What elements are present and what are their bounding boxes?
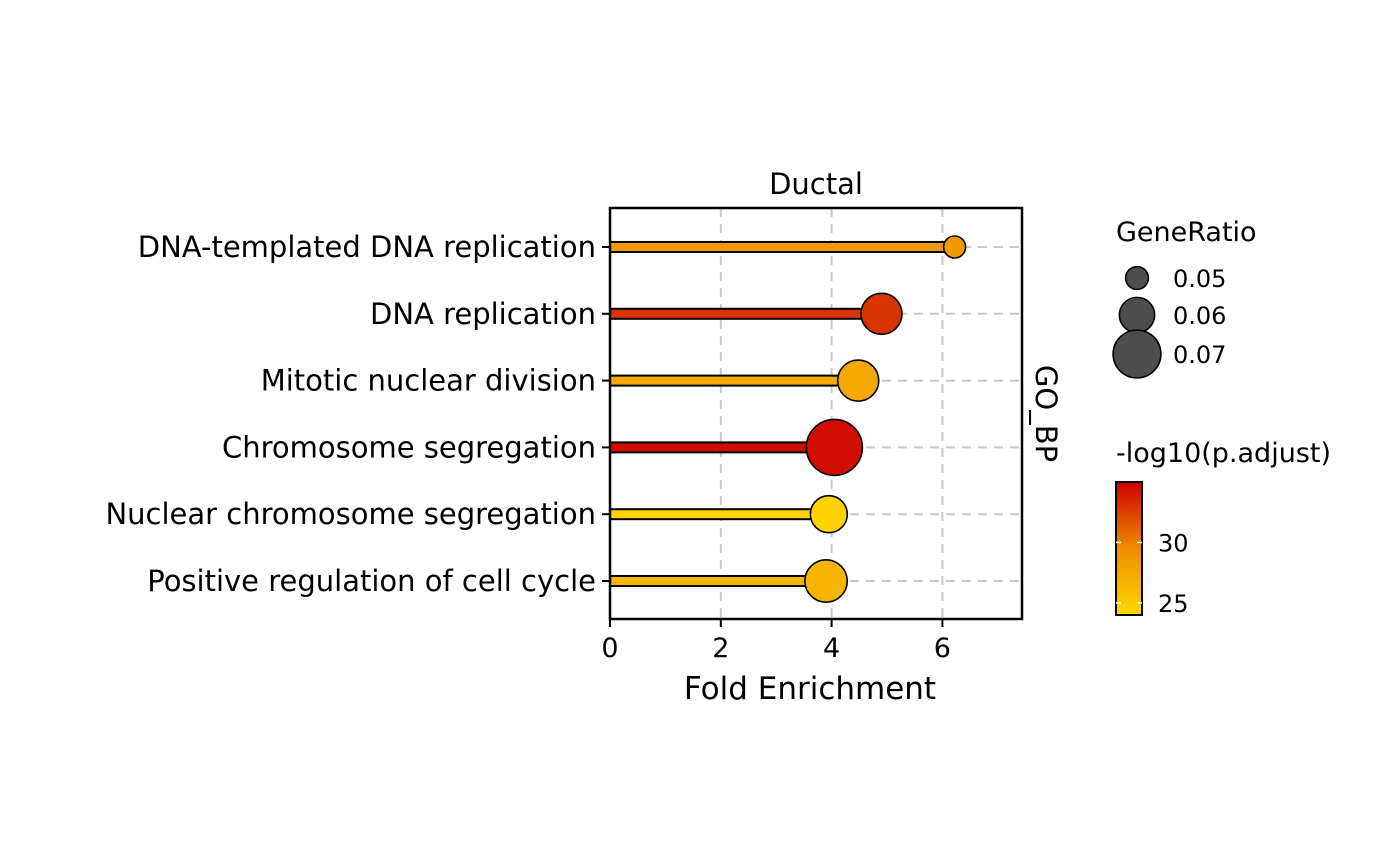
size-legend-key [1118,296,1156,334]
lollipop-point [804,558,849,603]
colorbar-tick-label: 25 [1158,590,1189,618]
lollipop-point [860,292,903,336]
color-legend: -log10(p.adjust) 25 30 [1115,438,1331,618]
size-legend-label: 0.05 [1173,265,1226,293]
x-tick-label: 0 [601,633,618,664]
color-legend-title: -log10(p.adjust) [1116,438,1331,469]
y-tick-label: Nuclear chromosome segregation [105,497,596,531]
grid-lines [610,208,1022,619]
lollipop-stems [609,241,956,587]
axes: DNA-templated DNA replication DNA replica… [105,230,951,664]
x-tick-label: 4 [823,633,840,664]
x-axis-title: Fold Enrichment [684,671,936,707]
lollipop-stem [609,441,836,454]
plot-panel-border [608,206,1024,621]
lollipop-points [804,235,967,603]
x-tick-label: 2 [712,633,729,664]
size-legend-title: GeneRatio [1116,217,1257,248]
x-tick-label: 6 [934,633,951,664]
size-legend-key [1124,265,1150,291]
facet-label: GO_BP [1029,365,1063,462]
strip-title: Ductal [769,167,863,201]
size-legend: GeneRatio 0.05 0.06 0.07 [1112,217,1257,379]
y-tick-label: DNA replication [370,297,596,331]
y-tick-label: Chromosome segregation [222,430,596,464]
lollipop-point [836,359,880,402]
size-legend-label: 0.07 [1173,341,1226,369]
lollipop-point [942,235,967,259]
colorbar-tick-label: 30 [1158,529,1189,557]
y-tick-label: Mitotic nuclear division [261,364,596,398]
y-tick-label: DNA-templated DNA replication [138,230,596,264]
lollipop-stem [609,307,883,320]
lollipop-point [809,494,849,534]
lollipop-stem [609,241,956,253]
lollipop-stem [609,374,860,387]
y-tick-label: Positive regulation of cell cycle [147,564,596,598]
colorbar [1115,481,1143,616]
size-legend-key [1112,329,1162,379]
lollipop-point [805,418,864,477]
size-legend-label: 0.06 [1173,302,1226,330]
lollipop-stem [609,508,830,521]
lollipop-stem [609,575,828,587]
